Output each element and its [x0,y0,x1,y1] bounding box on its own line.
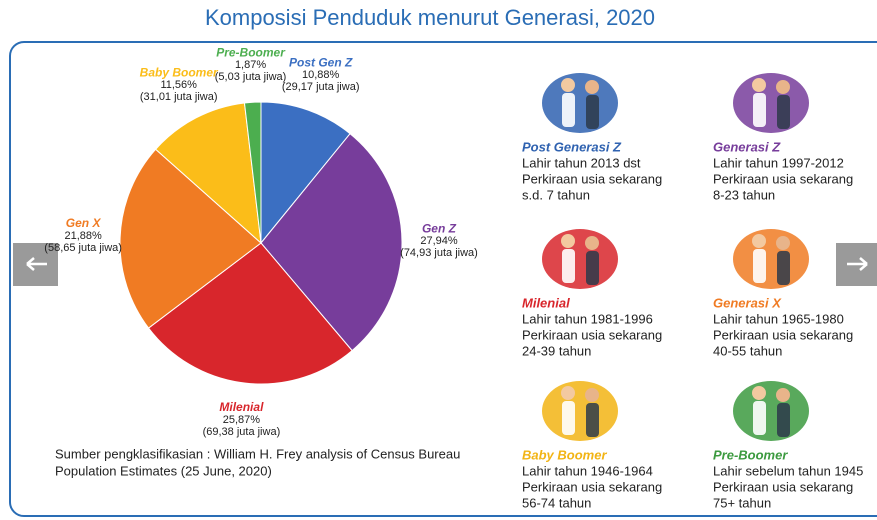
slice-population-label: (29,17 juta jiwa) [282,81,360,93]
generation-name: Baby Boomer [522,447,607,462]
slice-value-label: 10,88% [302,69,340,81]
illustration-figure [753,93,766,127]
illustration-blob [733,381,809,441]
generation-detail: 24-39 tahun [522,343,591,358]
illustration-blob [542,381,618,441]
slice-value-label: 1,87% [235,59,266,71]
illustration-figure [561,234,575,248]
illustration-blob [733,229,809,289]
generation-detail: Lahir tahun 1946-1964 [522,463,653,478]
generation-detail: 56-74 tahun [522,495,591,510]
slice-population-label: (31,01 juta jiwa) [140,91,218,103]
slice-category: Pre-Boomer [216,45,286,59]
illustration-blob [542,229,618,289]
generation-name: Generasi Z [713,139,781,154]
illustration-figure [586,251,599,285]
illustration-blob [542,73,618,133]
illustration-figure [586,95,599,129]
slice-population-label: (5,03 juta jiwa) [215,71,287,83]
next-button[interactable] [836,243,877,286]
generation-name: Milenial [522,295,570,310]
illustration-figure [776,80,790,94]
slice-population-label: (58,65 juta jiwa) [44,242,122,254]
pie-slice [119,148,262,329]
generation-detail: Perkiraan usia sekarang [713,327,853,342]
source-line: Sumber pengklasifikasian : William H. Fr… [55,446,460,461]
slice-value-label: 27,94% [420,235,458,247]
slice-category: Milenial [219,400,264,414]
slice-population-label: (74,93 juta jiwa) [400,247,478,259]
slice-category: Baby Boomer [140,65,219,79]
generation-detail: 75+ tahun [713,495,771,510]
illustration-figure [562,93,575,127]
illustration-figure [776,388,790,402]
pie-slice [154,102,262,245]
slice-category: Post Gen Z [289,55,353,69]
illustration-figure [777,251,790,285]
illustration-figure [752,234,766,248]
slice-category: Gen X [66,216,102,230]
illustration-figure [562,249,575,283]
generation-detail: Perkiraan usia sekarang [522,171,662,186]
illustration-figure [776,236,790,250]
pie-slice [260,101,351,245]
generation-detail: Lahir sebelum tahun 1945 [713,463,863,478]
slice-category: Gen Z [422,221,457,235]
pie-slice [243,101,262,244]
pie: Post Gen Z10,88%(29,17 juta jiwa) Gen Z27… [44,45,478,437]
generation-name: Pre-Boomer [713,447,788,462]
illustration-figure [585,236,599,250]
pie-slice [147,242,353,385]
illustration-figure [753,249,766,283]
generation-detail: Perkiraan usia sekarang [713,171,853,186]
generation-detail: 40-55 tahun [713,343,782,358]
pie-slice [260,132,403,352]
generation-detail: 8-23 tahun [713,187,775,202]
illustration-figure [586,403,599,437]
generation-detail: Lahir tahun 1981-1996 [522,311,653,326]
generation-detail: Lahir tahun 2013 dst [522,155,641,170]
prev-arrow [26,257,47,271]
illustration-figure [753,401,766,435]
slice-value-label: 25,87% [223,414,261,426]
generation-detail: Perkiraan usia sekarang [522,479,662,494]
illustration-figure [777,403,790,437]
illustration-figure [562,401,575,435]
illustration-figure [561,78,575,92]
generation-detail: Perkiraan usia sekarang [713,479,853,494]
illustration-figure [777,95,790,129]
slice-population-label: (69,38 juta jiwa) [203,426,281,438]
source-line: Population Estimates (25 June, 2020) [55,463,272,478]
illustration-figure [752,386,766,400]
next-arrow [847,257,868,271]
prev-button[interactable] [13,243,58,286]
generation-detail: Lahir tahun 1997-2012 [713,155,844,170]
generation-detail: s.d. 7 tahun [522,187,590,202]
slice-value-label: 11,56% [160,79,197,91]
slice-value-label: 21,88% [64,230,102,242]
illustration-blob [733,73,809,133]
generation-name: Generasi X [713,295,782,310]
illustration-figure [561,386,575,400]
generation-detail: Perkiraan usia sekarang [522,327,662,342]
generation-detail: Lahir tahun 1965-1980 [713,311,844,326]
illustration-figure [585,388,599,402]
illustration-figure [752,78,766,92]
illustration-figure [585,80,599,94]
generation-name: Post Generasi Z [522,139,622,154]
chart-title: Komposisi Penduduk menurut Generasi, 202… [205,5,655,30]
